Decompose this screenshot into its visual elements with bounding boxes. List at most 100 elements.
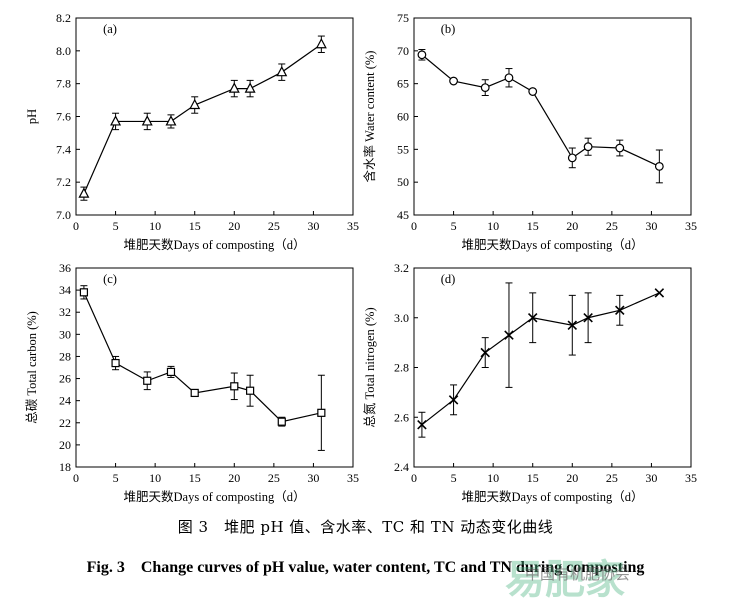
x-tick-label: 35 <box>347 471 359 485</box>
y-tick-label: 36 <box>59 261 71 275</box>
chart-panel-1: 0 5 10 15 20 25 30 35 7.0 7.2 7.4 7.6 7.8 8.0 8.2 堆肥天数D… <box>25 11 359 252</box>
y-tick-label: 7.2 <box>56 175 71 189</box>
x-tick-label: 30 <box>645 471 657 485</box>
data-point <box>277 417 286 426</box>
data-point <box>480 347 490 358</box>
y-tick-label: 7.4 <box>56 142 71 156</box>
x-tick-label: 10 <box>149 219 161 233</box>
panel-label: (c) <box>103 272 117 286</box>
data-point <box>480 83 490 93</box>
data-point <box>567 320 578 330</box>
data-point <box>79 288 89 297</box>
y-tick-label: 18 <box>59 460 71 474</box>
chart-panel-2: 0 5 10 15 20 25 30 35 45 50 55 60 65 70 75 堆肥天数Days of … <box>362 11 697 252</box>
data-point <box>165 115 177 126</box>
y-tick-label: 3.0 <box>394 311 409 325</box>
x-tick-label: 15 <box>189 471 201 485</box>
data-point <box>583 142 593 152</box>
x-axis-label: 堆肥天数Days of composting（d） <box>124 489 306 504</box>
y-tick-label: 7.6 <box>56 110 71 124</box>
x-axis-label: 堆肥天数Days of composting（d） <box>462 237 644 252</box>
y-tick-label: 7.8 <box>56 77 71 91</box>
data-point <box>567 153 577 163</box>
chart-panel-4: 0 5 10 15 20 25 30 35 2.4 2.6 2.8 3.0 3.2 堆肥天数Days of… <box>362 261 697 504</box>
data-point <box>276 65 288 77</box>
y-tick-label: 3.2 <box>394 261 409 275</box>
y-tick-label: 20 <box>59 438 71 452</box>
y-tick-label: 22 <box>59 416 71 430</box>
plot-frame <box>75 17 354 216</box>
y-tick-label: 50 <box>397 175 409 189</box>
y-tick-label: 65 <box>397 77 409 91</box>
data-point <box>141 115 153 126</box>
data-point <box>615 305 625 316</box>
x-tick-label: 5 <box>113 471 119 485</box>
data-point <box>504 330 514 340</box>
y-tick-label: 70 <box>397 44 409 58</box>
data-point <box>228 82 240 93</box>
x-tick-label: 30 <box>307 219 319 233</box>
x-tick-label: 20 <box>228 219 240 233</box>
data-point <box>615 143 625 153</box>
x-tick-label: 15 <box>527 471 539 485</box>
panel-label: (a) <box>103 22 117 36</box>
data-point <box>449 76 458 86</box>
series-line <box>83 292 322 423</box>
x-tick-label: 25 <box>606 471 618 485</box>
panel-label: (b) <box>441 22 456 36</box>
y-axis-label: 含水率 Water content (%) <box>362 51 377 183</box>
series-line <box>421 292 660 426</box>
x-axis-label: 堆肥天数Days of composting（d） <box>462 489 644 504</box>
x-tick-label: 35 <box>347 219 359 233</box>
data-point <box>504 73 514 83</box>
x-tick-label: 25 <box>268 219 280 233</box>
data-point <box>583 312 593 323</box>
x-tick-label: 0 <box>411 219 417 233</box>
y-tick-label: 30 <box>59 327 71 341</box>
x-tick-label: 10 <box>487 219 499 233</box>
data-point <box>190 388 199 398</box>
y-axis-label: 总氮 Total nitrogen (%) <box>362 307 377 427</box>
y-axis-label: 总碳 Total carbon (%) <box>25 311 39 424</box>
y-tick-label: 28 <box>59 349 71 363</box>
data-point <box>527 312 538 323</box>
data-point <box>189 98 201 110</box>
y-tick-label: 2.4 <box>394 460 409 474</box>
x-tick-label: 5 <box>451 219 457 233</box>
y-tick-label: 34 <box>59 283 71 297</box>
x-tick-label: 5 <box>113 219 119 233</box>
y-tick-label: 60 <box>397 110 409 124</box>
x-tick-label: 20 <box>566 471 578 485</box>
y-tick-label: 32 <box>59 305 71 319</box>
data-point <box>111 358 120 368</box>
x-tick-label: 25 <box>606 219 618 233</box>
data-point <box>654 288 665 298</box>
data-point <box>244 82 256 93</box>
data-point <box>654 162 664 171</box>
chart-panel-3: 0 5 10 15 20 25 30 35 18 20 22 24 26 28 30 32 34 36 堆肥天数Da… <box>25 261 359 504</box>
data-point <box>315 37 327 49</box>
series-line <box>83 43 322 194</box>
data-point <box>417 50 427 60</box>
x-tick-label: 15 <box>189 219 201 233</box>
plot-frame <box>413 17 692 216</box>
x-tick-label: 5 <box>451 471 457 485</box>
x-tick-label: 0 <box>411 471 417 485</box>
y-tick-label: 8.0 <box>56 44 71 58</box>
data-point <box>317 408 326 417</box>
caption-english: Fig. 3 Change curves of pH value, water … <box>86 559 645 576</box>
panel-label: (d) <box>441 272 456 286</box>
y-tick-label: 26 <box>59 372 71 386</box>
x-tick-label: 30 <box>645 219 657 233</box>
x-tick-label: 20 <box>566 219 578 233</box>
x-axis-label: 堆肥天数Days of composting（d） <box>124 237 306 252</box>
plot-frame <box>75 267 354 468</box>
data-point <box>417 419 427 430</box>
y-tick-label: 45 <box>397 208 409 222</box>
y-tick-label: 55 <box>397 142 409 156</box>
data-point <box>230 382 239 391</box>
caption-chinese: 图 3 堆肥 pH 值、含水率、TC 和 TN 动态变化曲线 <box>177 518 554 536</box>
data-point <box>78 187 90 198</box>
data-point <box>528 87 538 96</box>
